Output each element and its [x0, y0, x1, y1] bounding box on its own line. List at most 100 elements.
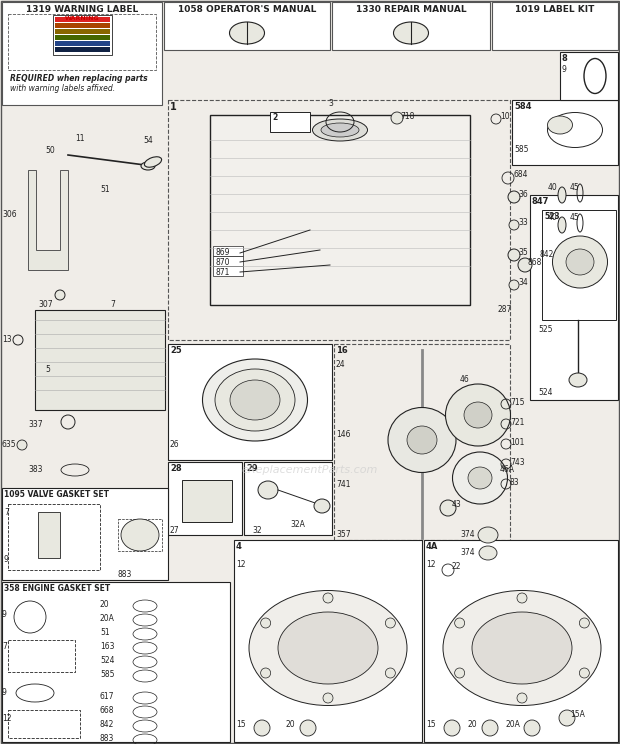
Bar	[492, 2, 618, 50]
Bar	[8, 710, 80, 738]
Circle shape	[518, 258, 532, 272]
Bar	[118, 519, 162, 551]
Text: 50: 50	[45, 146, 55, 155]
Text: 45: 45	[570, 183, 580, 192]
Text: 668: 668	[100, 706, 115, 715]
Bar	[55, 41, 110, 46]
Text: 741: 741	[336, 480, 350, 489]
Text: 29: 29	[246, 464, 258, 473]
Ellipse shape	[312, 119, 368, 141]
Circle shape	[517, 593, 527, 603]
Bar	[2, 2, 162, 105]
Text: eReplacementParts.com: eReplacementParts.com	[242, 465, 378, 475]
Text: 383: 383	[28, 465, 43, 474]
Circle shape	[323, 593, 333, 603]
Text: 868: 868	[528, 258, 542, 267]
Text: 307: 307	[38, 300, 53, 309]
Bar	[8, 504, 100, 570]
Text: 26: 26	[170, 440, 180, 449]
Ellipse shape	[547, 116, 572, 134]
Text: 337: 337	[28, 420, 43, 429]
Ellipse shape	[144, 157, 162, 167]
Text: 83: 83	[510, 478, 520, 487]
Text: 20A: 20A	[100, 614, 115, 623]
Text: 35: 35	[518, 248, 528, 257]
Bar	[244, 462, 332, 535]
Text: 25: 25	[170, 346, 182, 355]
Text: 3: 3	[328, 99, 333, 108]
Text: 842: 842	[100, 720, 114, 729]
Text: 617: 617	[100, 692, 115, 701]
Text: 15: 15	[426, 720, 436, 729]
Ellipse shape	[479, 546, 497, 560]
Ellipse shape	[569, 373, 587, 387]
Text: 32A: 32A	[290, 520, 305, 529]
Ellipse shape	[229, 22, 265, 44]
Text: 146: 146	[336, 430, 350, 439]
Text: 43: 43	[452, 500, 462, 509]
Text: 524: 524	[538, 388, 552, 397]
Text: 27: 27	[170, 526, 180, 535]
Text: 15A: 15A	[570, 710, 585, 719]
Text: 33: 33	[518, 218, 528, 227]
Text: 7: 7	[4, 508, 9, 517]
Ellipse shape	[468, 467, 492, 489]
Text: 40: 40	[548, 183, 558, 192]
Text: 54: 54	[143, 136, 153, 145]
Circle shape	[509, 220, 519, 230]
Text: 36: 36	[518, 190, 528, 199]
Text: 34: 34	[518, 278, 528, 287]
Ellipse shape	[203, 359, 308, 441]
Text: 847: 847	[532, 197, 549, 206]
Text: 287: 287	[498, 305, 512, 314]
Ellipse shape	[314, 499, 330, 513]
Circle shape	[260, 668, 271, 678]
Bar	[55, 35, 110, 40]
Ellipse shape	[478, 527, 498, 543]
Ellipse shape	[230, 380, 280, 420]
Text: 525: 525	[538, 325, 552, 334]
Text: 715: 715	[510, 398, 525, 407]
Text: 870: 870	[215, 258, 229, 267]
Bar	[55, 17, 110, 22]
Circle shape	[254, 720, 270, 736]
Bar	[182, 480, 232, 522]
Ellipse shape	[453, 452, 508, 504]
Text: 524: 524	[100, 656, 115, 665]
Text: 718: 718	[400, 112, 414, 121]
Bar	[8, 640, 75, 672]
Circle shape	[524, 720, 540, 736]
Ellipse shape	[321, 123, 359, 137]
Text: 51: 51	[100, 185, 110, 194]
Text: 9: 9	[562, 65, 567, 74]
Text: 871: 871	[215, 268, 229, 277]
Bar	[213, 256, 243, 266]
Text: 7: 7	[110, 300, 115, 309]
Bar	[55, 29, 110, 34]
Bar	[55, 23, 110, 28]
Text: 45: 45	[570, 213, 580, 222]
Text: 358 ENGINE GASKET SET: 358 ENGINE GASKET SET	[4, 584, 110, 593]
Ellipse shape	[464, 402, 492, 428]
Text: 374: 374	[460, 548, 475, 557]
Text: 2: 2	[272, 113, 277, 122]
Circle shape	[517, 693, 527, 703]
Circle shape	[391, 112, 403, 124]
Text: 51: 51	[100, 628, 110, 637]
Text: 40: 40	[548, 213, 558, 222]
Ellipse shape	[558, 187, 566, 203]
Text: 9: 9	[2, 688, 7, 697]
Bar	[168, 344, 332, 460]
Bar	[334, 344, 510, 540]
Text: 523: 523	[544, 212, 560, 221]
Circle shape	[579, 618, 590, 628]
Ellipse shape	[121, 519, 159, 551]
Bar	[168, 462, 242, 535]
Text: 10: 10	[500, 112, 510, 121]
Bar	[542, 210, 616, 320]
Text: 8: 8	[562, 54, 568, 63]
Circle shape	[17, 440, 27, 450]
Text: 883: 883	[118, 570, 133, 579]
Text: 357: 357	[336, 530, 351, 539]
Text: 869: 869	[215, 248, 229, 257]
